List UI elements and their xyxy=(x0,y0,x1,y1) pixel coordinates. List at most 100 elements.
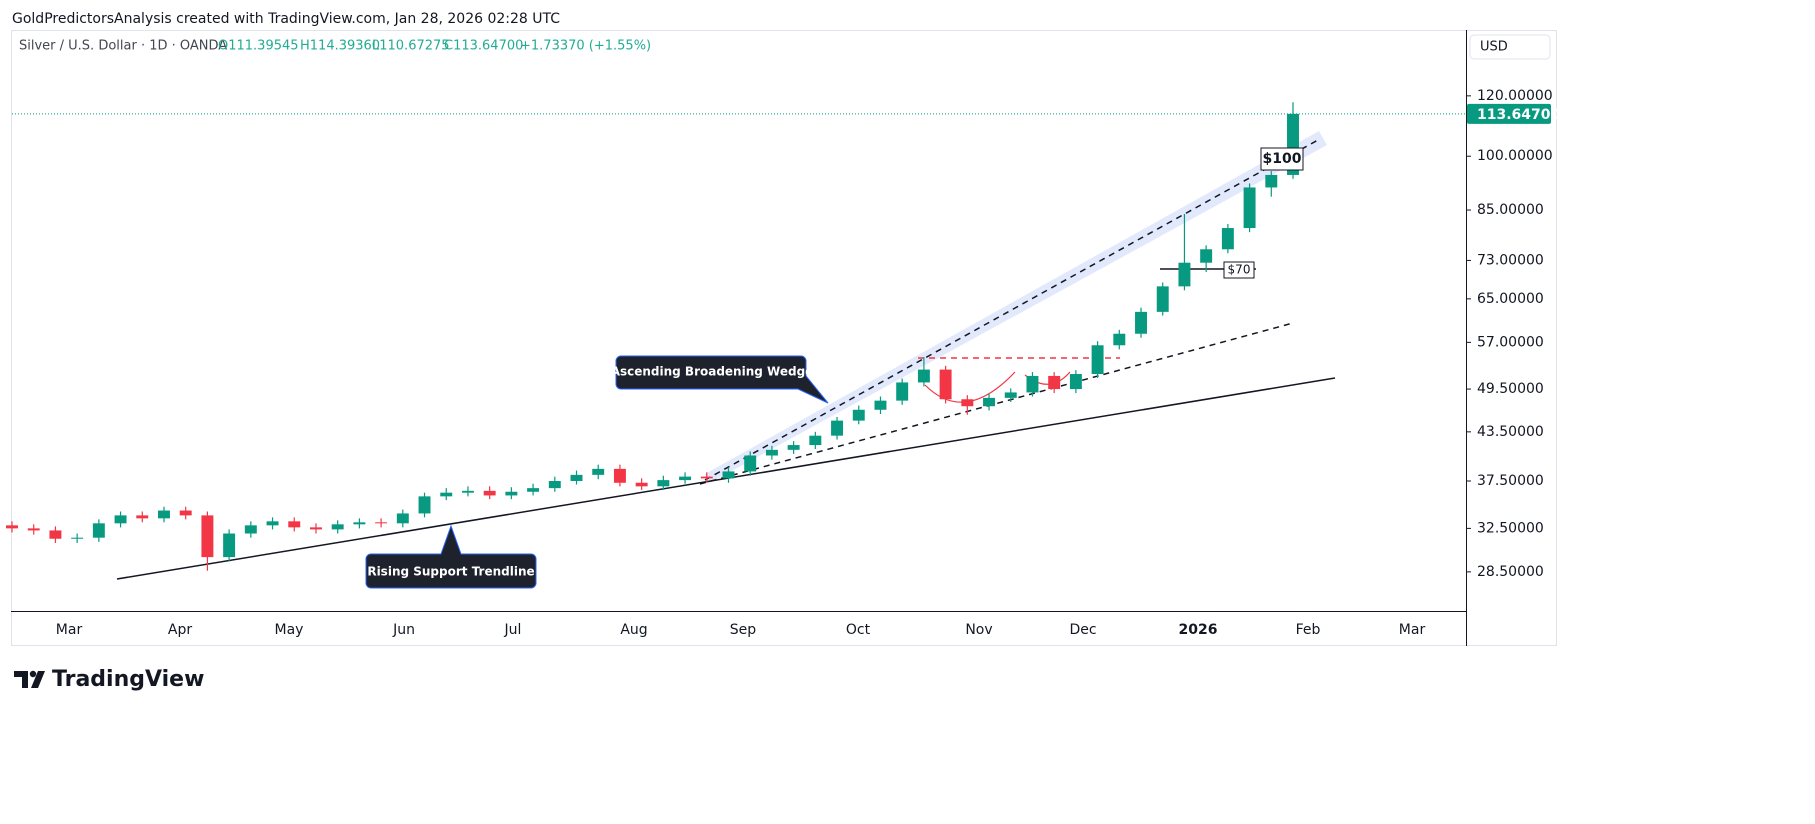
candle-body xyxy=(396,513,409,524)
candle-body xyxy=(1243,187,1256,229)
candle-body xyxy=(744,455,757,472)
candle-body xyxy=(505,491,518,496)
candle-body xyxy=(527,488,540,492)
candle-body xyxy=(592,468,605,475)
candle-body xyxy=(613,468,626,483)
label-70-box xyxy=(1223,261,1255,279)
x-tick-label: 2026 xyxy=(1179,622,1218,638)
brand-logo xyxy=(14,670,45,688)
candle-body xyxy=(114,515,127,524)
x-tick-label: Mar xyxy=(1399,622,1426,638)
ohlc-value: O111.39545 xyxy=(218,39,299,54)
candle-body xyxy=(679,476,692,481)
label-100: $100 xyxy=(1263,151,1302,167)
x-tick-label: Nov xyxy=(965,622,992,638)
y-tick-label: 85.00000 xyxy=(1477,202,1544,218)
candle-body xyxy=(700,476,713,479)
candle-body xyxy=(1048,375,1061,390)
y-tick-label: 49.50000 xyxy=(1477,381,1544,397)
time-axis: Mar Apr May Jun Jul Aug Sep Oct Nov Dec 2026 Feb Mar xyxy=(56,622,1426,638)
y-tick-label: 100.00000 xyxy=(1477,148,1553,164)
candle-body xyxy=(483,490,496,496)
y-tick-label: 37.50000 xyxy=(1477,473,1544,489)
wedge-upper-line xyxy=(704,139,1319,481)
candle-body xyxy=(331,524,344,530)
ohlc-value: C113.64700 xyxy=(444,39,523,54)
ohlc-value: H114.39360 xyxy=(300,39,380,54)
y-tick-label: 32.50000 xyxy=(1477,520,1544,536)
candle-body xyxy=(461,490,474,493)
candle-body xyxy=(179,510,192,516)
candle-body xyxy=(1135,311,1147,334)
y-tick-label: 43.50000 xyxy=(1477,424,1544,440)
x-tick-label: May xyxy=(275,622,304,638)
y-tick-label: 28.50000 xyxy=(1477,564,1544,580)
ohlc-value: +1.73370 (+1.55%) xyxy=(520,39,651,54)
x-tick-label: Dec xyxy=(1069,622,1096,638)
candle-body xyxy=(722,471,735,479)
x-tick-label: Aug xyxy=(620,622,647,638)
callout-wedge xyxy=(615,355,829,404)
candle-body xyxy=(765,449,778,456)
y-tick-label: 73.00000 xyxy=(1477,252,1544,268)
candle-body xyxy=(223,533,236,558)
currency-box[interactable] xyxy=(1469,34,1551,60)
frame xyxy=(11,30,1557,646)
candle-body xyxy=(874,400,887,410)
x-tick-label: Feb xyxy=(1296,622,1321,638)
callout-support xyxy=(365,524,537,589)
candle-body xyxy=(309,527,322,530)
candle-body xyxy=(657,480,670,487)
callout-support-text: Rising Support Trendline xyxy=(367,565,534,579)
candle-body xyxy=(1156,286,1169,312)
cup-arc xyxy=(924,371,1016,403)
candle-body xyxy=(852,409,865,421)
candle-body xyxy=(831,420,844,436)
symbol: Silver / U.S. Dollar · 1D · OANDA xyxy=(19,39,227,54)
candle-body xyxy=(266,521,279,526)
candle-body xyxy=(1026,375,1039,393)
candle-body xyxy=(1178,262,1191,287)
candle-body xyxy=(49,530,62,539)
candle-body xyxy=(1200,249,1213,263)
x-tick-label: Sep xyxy=(730,622,757,638)
candle-body xyxy=(1113,333,1126,346)
candle-body xyxy=(809,435,822,446)
x-tick-label: Jun xyxy=(392,622,415,638)
candle-body xyxy=(548,480,561,489)
callout-wedge-text: Ascending Broadening Wedge xyxy=(611,365,814,379)
header: GoldPredictorsAnalysis created with Trad… xyxy=(12,11,560,27)
candle-body xyxy=(1265,174,1278,188)
candle-body xyxy=(27,528,40,531)
candle-body xyxy=(158,510,170,519)
wedge-lower-line xyxy=(699,322,1294,485)
ohlc-value: L110.67275 xyxy=(372,39,450,54)
support-trendline xyxy=(116,377,1336,580)
candle-body xyxy=(1069,374,1082,390)
y-tick-label: 120.00000 xyxy=(1477,88,1553,104)
candle-body xyxy=(244,525,257,534)
candle-body xyxy=(1091,345,1104,375)
y-tick-label: 65.00000 xyxy=(1477,291,1544,307)
candle-body xyxy=(288,521,301,528)
last-price-label: 113.64700 xyxy=(1477,107,1561,123)
candle-body xyxy=(136,515,149,519)
candle-body xyxy=(418,496,431,514)
candle-body xyxy=(92,523,105,538)
candle-body xyxy=(1004,392,1017,398)
last-price-box xyxy=(1467,103,1551,124)
grid: 28.50000 32.50000 37.50000 43.50000 49.50000… xyxy=(1466,88,1553,580)
candle-body xyxy=(1287,113,1299,175)
candle-body xyxy=(787,445,800,450)
candle-body xyxy=(71,537,84,539)
candle-body xyxy=(201,515,214,558)
x-tick-label: Apr xyxy=(168,622,192,638)
candle-body xyxy=(917,369,930,383)
candle-body xyxy=(896,382,909,401)
currency[interactable]: USD xyxy=(1480,40,1508,55)
y-tick-label: 57.00000 xyxy=(1477,334,1544,350)
candle-body xyxy=(961,399,974,407)
candle-body xyxy=(939,369,952,400)
